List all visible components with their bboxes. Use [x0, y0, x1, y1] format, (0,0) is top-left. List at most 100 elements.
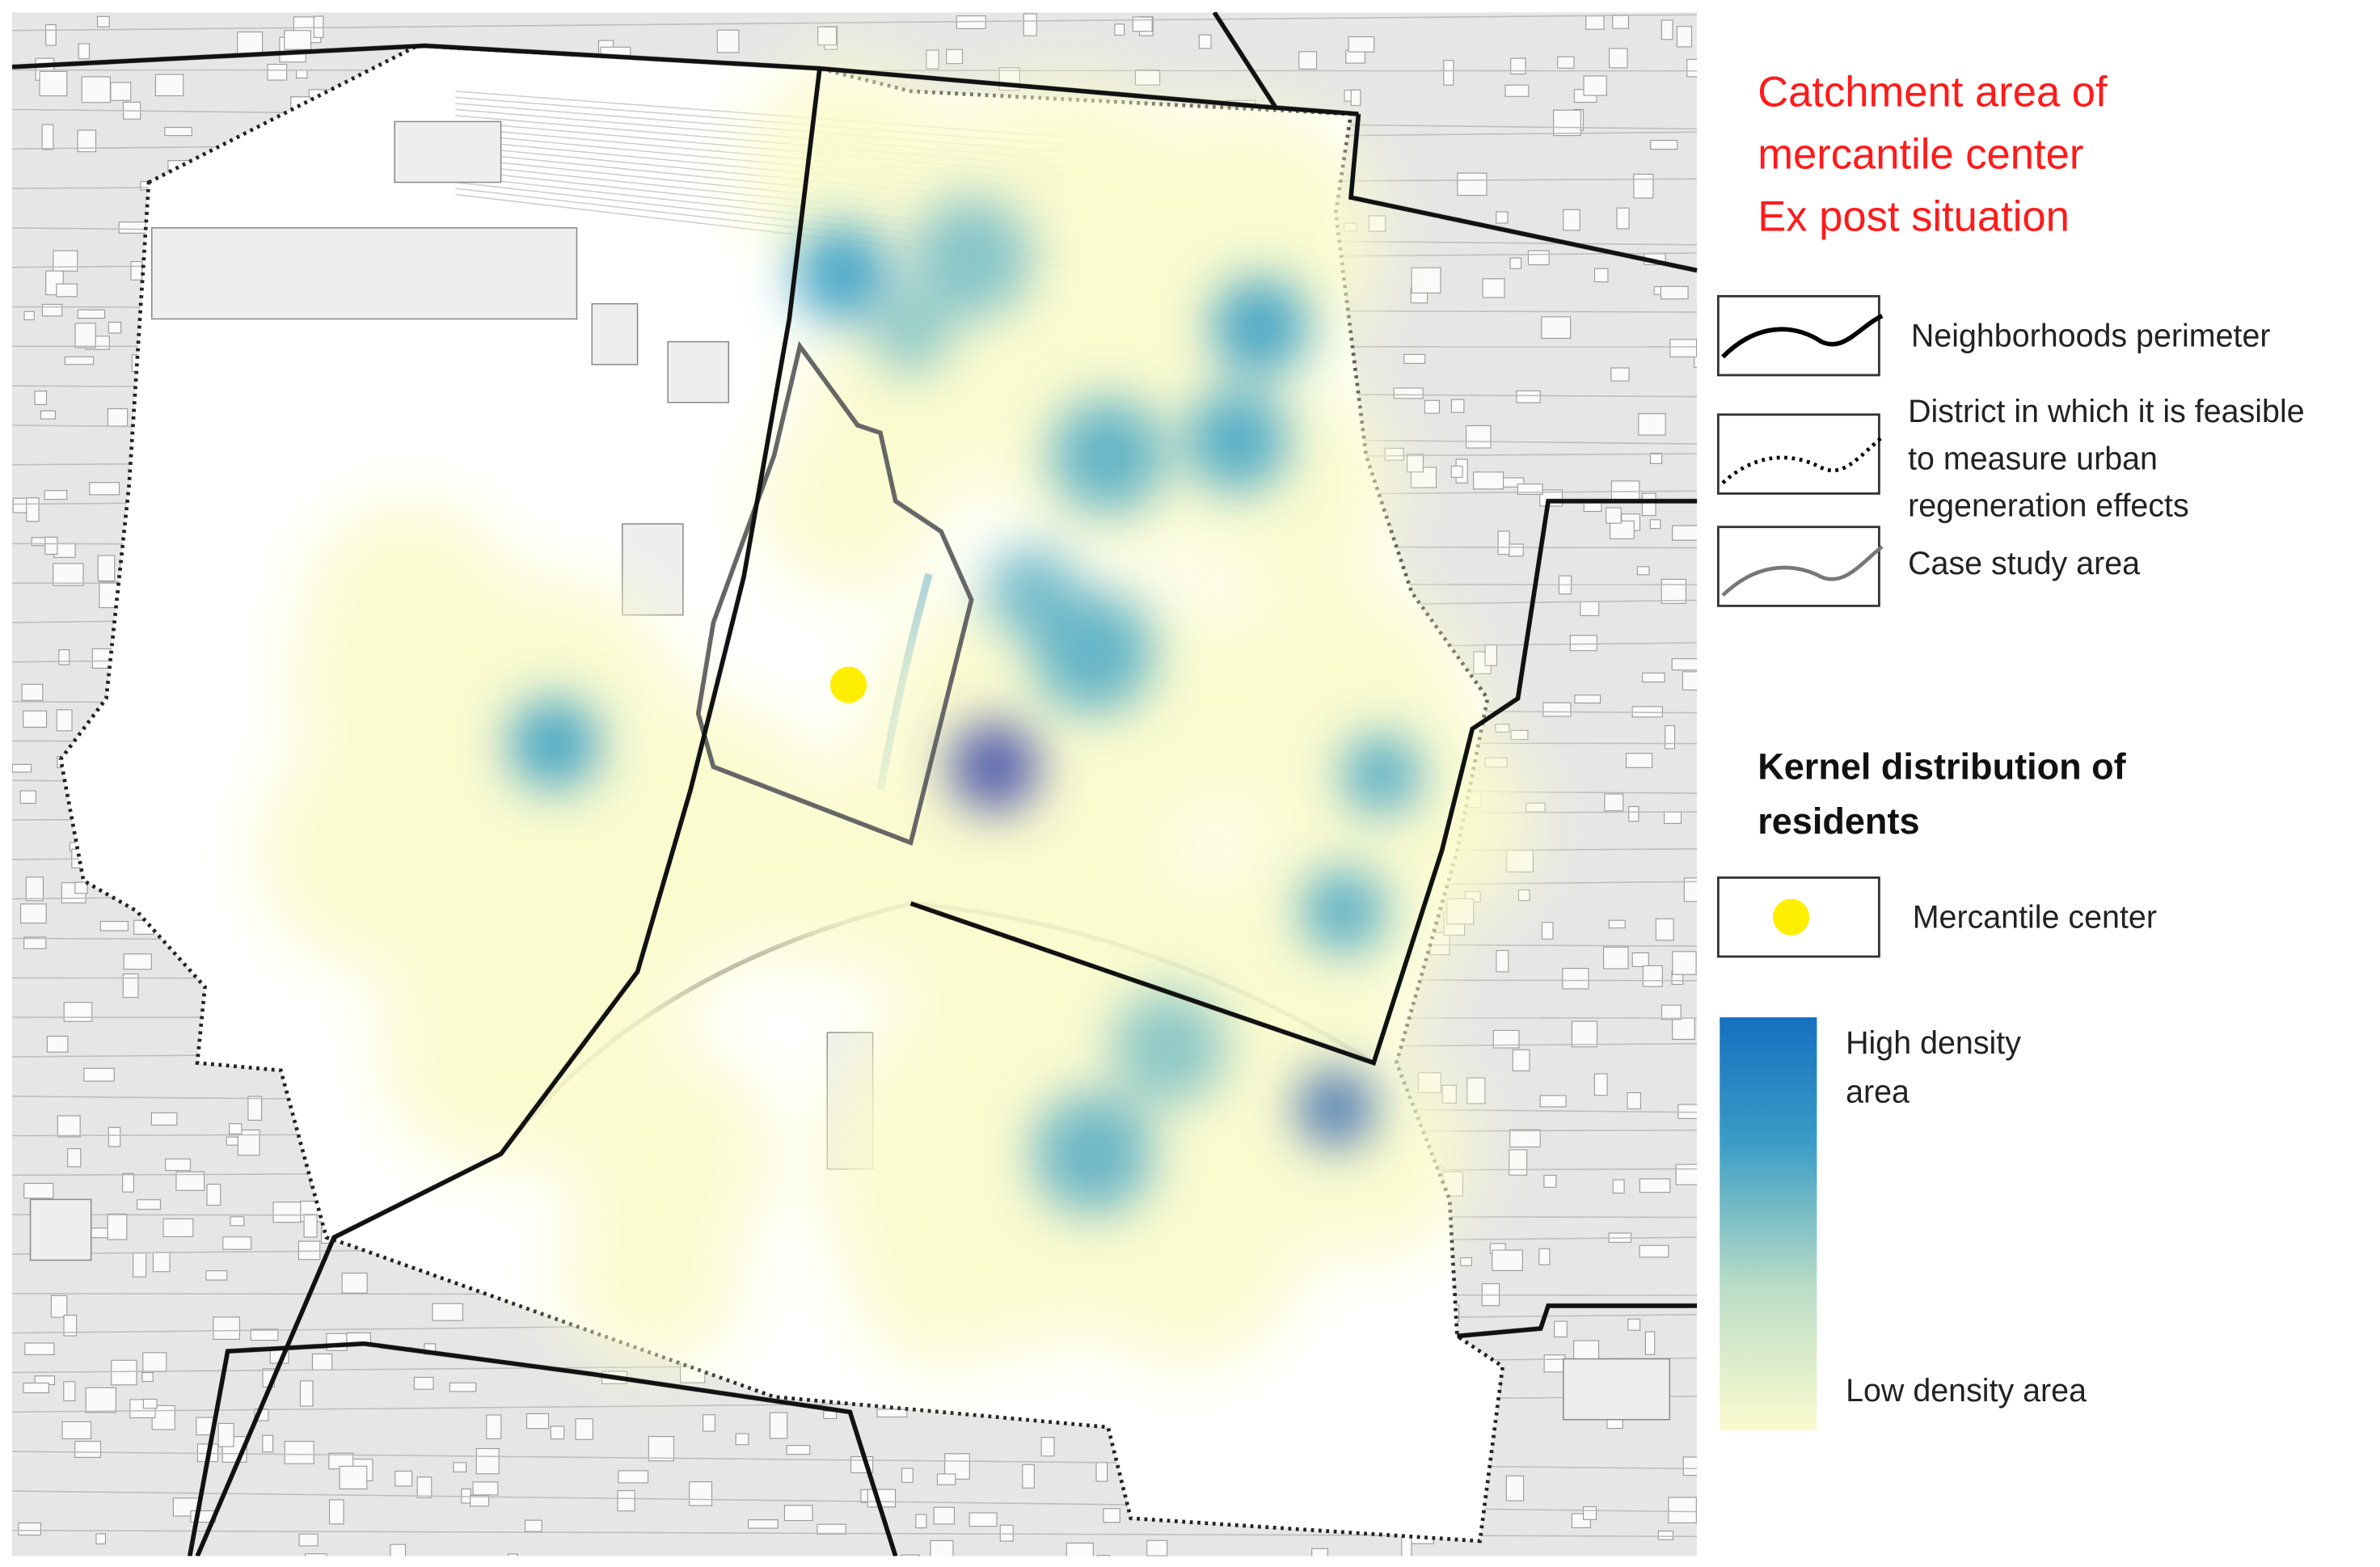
legend-label: High density [1846, 1025, 2021, 1061]
building [1424, 399, 1440, 414]
building [162, 1218, 194, 1238]
building [1665, 724, 1676, 750]
kernel-blob [850, 1184, 1032, 1366]
building [1495, 724, 1510, 733]
building [74, 323, 96, 348]
building [933, 1506, 955, 1525]
legend-label: Case study area [1908, 546, 2140, 581]
building [1612, 1179, 1625, 1194]
building [1563, 209, 1580, 231]
building [40, 410, 56, 420]
density-scale [1720, 1017, 1817, 1430]
kernel-blob [1111, 990, 1227, 1106]
building [524, 1519, 542, 1532]
building [23, 310, 35, 321]
building [1311, 1548, 1328, 1556]
building [449, 1382, 477, 1392]
building [19, 790, 36, 805]
building [1146, 1540, 1168, 1556]
building [237, 31, 264, 57]
legend-label: to measure urban [1908, 441, 2158, 476]
hatched-building [394, 120, 502, 184]
building [1492, 1029, 1520, 1049]
building [1574, 695, 1601, 703]
building [74, 1440, 102, 1458]
building [823, 1410, 838, 1419]
building [123, 953, 152, 970]
building [229, 1123, 243, 1134]
building [1649, 519, 1661, 530]
building [1633, 173, 1654, 199]
building [284, 30, 312, 50]
building [915, 1514, 927, 1529]
building [110, 82, 132, 101]
building [1583, 75, 1607, 96]
building [1675, 1164, 1698, 1185]
building [1627, 1092, 1641, 1109]
building [1022, 1464, 1035, 1489]
building [900, 1554, 920, 1556]
building [175, 1171, 205, 1191]
building [1527, 250, 1550, 266]
building [525, 1413, 550, 1430]
mercantile-center [830, 666, 867, 703]
building [1484, 644, 1497, 666]
legend-symbol [1721, 314, 1884, 359]
building [205, 1270, 228, 1281]
building [1676, 26, 1692, 48]
building [1496, 949, 1509, 973]
building [1443, 60, 1454, 86]
building [1066, 1542, 1094, 1556]
kernel-blob [986, 547, 1078, 638]
kernel-blob [744, 61, 956, 274]
building [817, 26, 838, 46]
legend: Catchment area of mercantile center Ex p… [1716, 69, 2305, 1430]
building [142, 1398, 158, 1409]
building [1543, 1354, 1566, 1373]
building [25, 876, 44, 902]
building [783, 1505, 813, 1522]
building [122, 1172, 134, 1193]
building [1603, 946, 1629, 969]
building [1672, 1017, 1695, 1040]
building [23, 1182, 54, 1199]
building [1664, 811, 1682, 825]
building [97, 555, 116, 581]
building [1553, 109, 1581, 137]
perimeter-line [187, 1341, 898, 1556]
building [63, 1381, 76, 1401]
building [67, 1148, 82, 1168]
building [1539, 1095, 1567, 1108]
building [1543, 1174, 1557, 1188]
building [968, 1512, 998, 1527]
building [1466, 1077, 1486, 1105]
building [1509, 1129, 1541, 1148]
building [1661, 1004, 1682, 1020]
neighborhoods-perimeter [12, 12, 1698, 1556]
building [339, 1465, 368, 1489]
perimeter-line [1212, 12, 1277, 108]
legend-box [1716, 526, 1880, 607]
building [107, 1213, 128, 1240]
building [313, 15, 324, 38]
building [1682, 671, 1698, 691]
building [930, 1540, 954, 1556]
building [50, 1295, 68, 1318]
building [53, 250, 78, 272]
kernel-blob [758, 410, 942, 593]
building [1562, 968, 1589, 990]
building [1672, 951, 1697, 975]
building [341, 1272, 368, 1294]
perimeter-line [1457, 1303, 1698, 1339]
building [304, 1553, 327, 1556]
title-line: mercantile center [1758, 131, 2083, 179]
building [250, 1328, 279, 1341]
building [108, 321, 122, 334]
building [817, 1523, 846, 1535]
building [63, 1315, 78, 1337]
building [769, 1412, 788, 1439]
building [486, 1414, 502, 1439]
building [34, 391, 48, 405]
building [1627, 1318, 1641, 1331]
kernel-blob [288, 592, 471, 775]
